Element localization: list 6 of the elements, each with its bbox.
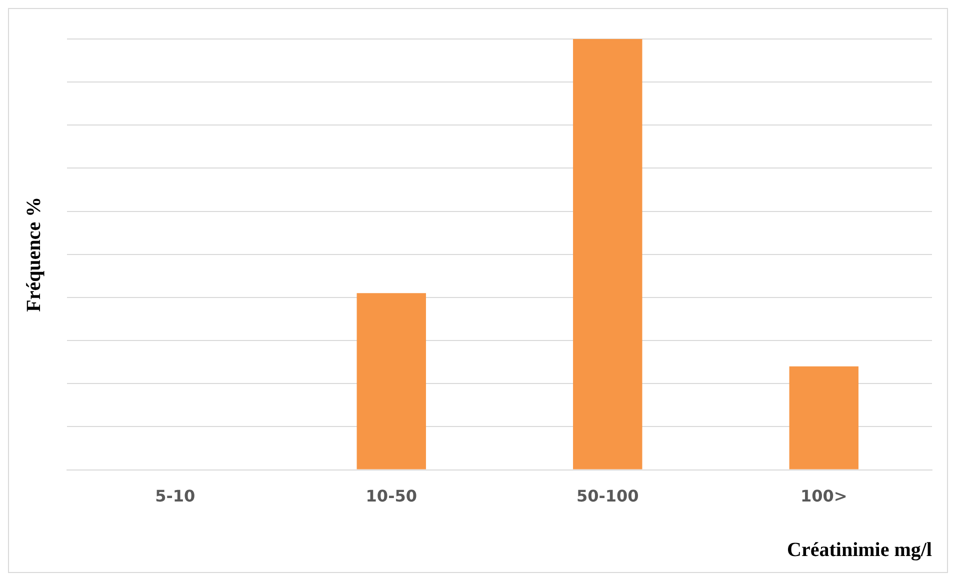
x-tick-label: 50-100 bbox=[576, 486, 639, 506]
x-tick-label: 10-50 bbox=[366, 486, 417, 506]
x-axis-title: Créatinimie mg/l bbox=[787, 539, 932, 562]
x-tick-label: 5-10 bbox=[155, 486, 196, 506]
y-axis-title: Fréquence % bbox=[23, 196, 46, 312]
x-tick-label: 100> bbox=[800, 486, 848, 506]
